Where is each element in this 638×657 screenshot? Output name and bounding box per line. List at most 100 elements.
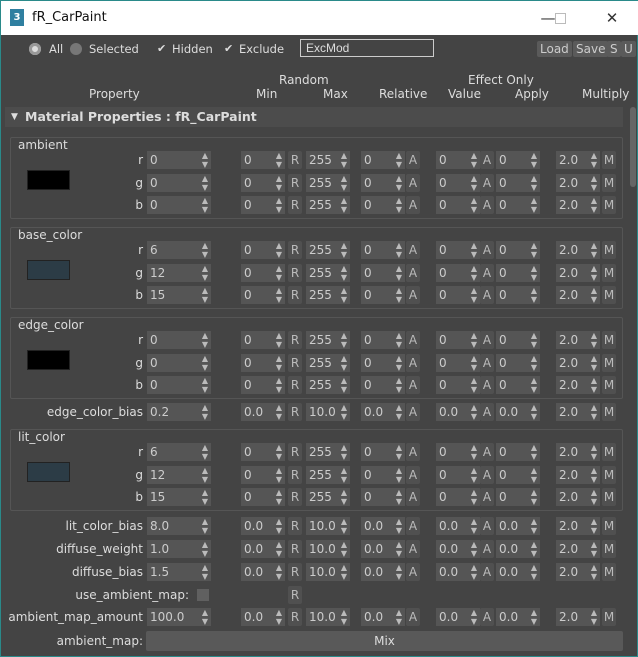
multiply-toggle[interactable]: M <box>602 443 616 461</box>
max-field[interactable]: 10.0 ▲ ▼ <box>306 563 350 581</box>
multiply-field[interactable]: 2.0 ▲ ▼ <box>556 286 600 304</box>
relative-field[interactable]: 0 ▲ ▼ <box>361 488 405 506</box>
spinner-arrows-icon[interactable]: ▲ ▼ <box>340 174 347 192</box>
spinner-arrows-icon[interactable]: ▲ ▼ <box>530 608 537 626</box>
spinner-arrows-icon[interactable]: ▲ ▼ <box>395 196 402 214</box>
effect-apply-toggle[interactable]: A <box>480 466 494 484</box>
min-field[interactable]: 0 ▲ ▼ <box>241 331 285 349</box>
apply-field[interactable]: 0.0 ▲ ▼ <box>496 540 540 558</box>
value-field[interactable]: 0 ▲ ▼ <box>147 151 211 169</box>
spinner-arrows-icon[interactable]: ▲ ▼ <box>530 376 537 394</box>
apply-field[interactable]: 0 ▲ ▼ <box>496 376 540 394</box>
random-toggle[interactable]: R <box>288 608 302 626</box>
multiply-toggle[interactable]: M <box>602 488 616 506</box>
relative-field[interactable]: 0 ▲ ▼ <box>361 196 405 214</box>
save-button[interactable]: Save <box>573 41 609 57</box>
min-field[interactable]: 0 ▲ ▼ <box>241 286 285 304</box>
spinner-arrows-icon[interactable]: ▲ ▼ <box>201 403 208 421</box>
apply-field[interactable]: 0.0 ▲ ▼ <box>496 608 540 626</box>
spinner-arrows-icon[interactable]: ▲ ▼ <box>590 488 597 506</box>
min-field[interactable]: 0 ▲ ▼ <box>241 174 285 192</box>
s-button[interactable]: S <box>607 41 621 57</box>
effect-apply-toggle[interactable]: A <box>480 517 494 535</box>
multiply-toggle[interactable]: M <box>602 563 616 581</box>
random-toggle[interactable]: R <box>288 196 302 214</box>
spinner-arrows-icon[interactable]: ▲ ▼ <box>470 466 477 484</box>
multiply-field[interactable]: 2.0 ▲ ▼ <box>556 466 600 484</box>
multiply-field[interactable]: 2.0 ▲ ▼ <box>556 443 600 461</box>
spinner-arrows-icon[interactable]: ▲ ▼ <box>470 488 477 506</box>
spinner-arrows-icon[interactable]: ▲ ▼ <box>275 517 282 535</box>
value-field[interactable]: 1.5 ▲ ▼ <box>147 563 211 581</box>
u-button[interactable]: U <box>621 41 636 57</box>
spinner-arrows-icon[interactable]: ▲ ▼ <box>201 241 208 259</box>
min-field[interactable]: 0 ▲ ▼ <box>241 264 285 282</box>
spinner-arrows-icon[interactable]: ▲ ▼ <box>340 151 347 169</box>
relative-apply-toggle[interactable]: A <box>406 286 420 304</box>
eff_value-field[interactable]: 0.0 ▲ ▼ <box>436 517 480 535</box>
random-toggle[interactable]: R <box>288 443 302 461</box>
spinner-arrows-icon[interactable]: ▲ ▼ <box>201 517 208 535</box>
multiply-field[interactable]: 2.0 ▲ ▼ <box>556 376 600 394</box>
effect-apply-toggle[interactable]: A <box>480 286 494 304</box>
multiply-toggle[interactable]: M <box>602 331 616 349</box>
multiply-toggle[interactable]: M <box>602 151 616 169</box>
max-field[interactable]: 10.0 ▲ ▼ <box>306 608 350 626</box>
relative-field[interactable]: 0 ▲ ▼ <box>361 376 405 394</box>
eff_value-field[interactable]: 0 ▲ ▼ <box>436 443 480 461</box>
spinner-arrows-icon[interactable]: ▲ ▼ <box>340 517 347 535</box>
max-field[interactable]: 255 ▲ ▼ <box>306 241 350 259</box>
spinner-arrows-icon[interactable]: ▲ ▼ <box>590 151 597 169</box>
relative-field[interactable]: 0 ▲ ▼ <box>361 466 405 484</box>
scrollbar[interactable] <box>630 107 636 187</box>
value-field[interactable]: 12 ▲ ▼ <box>147 466 211 484</box>
spinner-arrows-icon[interactable]: ▲ ▼ <box>470 264 477 282</box>
spinner-arrows-icon[interactable]: ▲ ▼ <box>395 151 402 169</box>
value-field[interactable]: 15 ▲ ▼ <box>147 488 211 506</box>
spinner-arrows-icon[interactable]: ▲ ▼ <box>275 286 282 304</box>
multiply-field[interactable]: 2.0 ▲ ▼ <box>556 241 600 259</box>
spinner-arrows-icon[interactable]: ▲ ▼ <box>340 376 347 394</box>
spinner-arrows-icon[interactable]: ▲ ▼ <box>470 286 477 304</box>
spinner-arrows-icon[interactable]: ▲ ▼ <box>530 174 537 192</box>
spinner-arrows-icon[interactable]: ▲ ▼ <box>275 608 282 626</box>
spinner-arrows-icon[interactable]: ▲ ▼ <box>590 466 597 484</box>
relative-apply-toggle[interactable]: A <box>406 376 420 394</box>
spinner-arrows-icon[interactable]: ▲ ▼ <box>275 563 282 581</box>
relative-field[interactable]: 0 ▲ ▼ <box>361 174 405 192</box>
spinner-arrows-icon[interactable]: ▲ ▼ <box>590 286 597 304</box>
max-field[interactable]: 255 ▲ ▼ <box>306 376 350 394</box>
spinner-arrows-icon[interactable]: ▲ ▼ <box>340 443 347 461</box>
spinner-arrows-icon[interactable]: ▲ ▼ <box>201 466 208 484</box>
eff_value-field[interactable]: 0 ▲ ▼ <box>436 151 480 169</box>
spinner-arrows-icon[interactable]: ▲ ▼ <box>590 540 597 558</box>
relative-field[interactable]: 0 ▲ ▼ <box>361 354 405 372</box>
apply-field[interactable]: 0.0 ▲ ▼ <box>496 517 540 535</box>
eff_value-field[interactable]: 0 ▲ ▼ <box>436 354 480 372</box>
effect-apply-toggle[interactable]: A <box>480 174 494 192</box>
apply-field[interactable]: 0 ▲ ▼ <box>496 488 540 506</box>
min-field[interactable]: 0 ▲ ▼ <box>241 354 285 372</box>
multiply-field[interactable]: 2.0 ▲ ▼ <box>556 196 600 214</box>
effect-apply-toggle[interactable]: A <box>480 443 494 461</box>
value-field[interactable]: 0.2 ▲ ▼ <box>147 403 211 421</box>
apply-field[interactable]: 0 ▲ ▼ <box>496 174 540 192</box>
effect-apply-toggle[interactable]: A <box>480 540 494 558</box>
spinner-arrows-icon[interactable]: ▲ ▼ <box>201 376 208 394</box>
eff_value-field[interactable]: 0.0 ▲ ▼ <box>436 563 480 581</box>
relative-field[interactable]: 0 ▲ ▼ <box>361 331 405 349</box>
multiply-toggle[interactable]: M <box>602 196 616 214</box>
max-field[interactable]: 255 ▲ ▼ <box>306 151 350 169</box>
effect-apply-toggle[interactable]: A <box>480 354 494 372</box>
apply-field[interactable]: 0 ▲ ▼ <box>496 264 540 282</box>
relative-apply-toggle[interactable]: A <box>406 517 420 535</box>
spinner-arrows-icon[interactable]: ▲ ▼ <box>590 443 597 461</box>
spinner-arrows-icon[interactable]: ▲ ▼ <box>340 196 347 214</box>
effect-apply-toggle[interactable]: A <box>480 151 494 169</box>
multiply-field[interactable]: 2.0 ▲ ▼ <box>556 354 600 372</box>
spinner-arrows-icon[interactable]: ▲ ▼ <box>340 488 347 506</box>
filter-input[interactable] <box>300 39 434 57</box>
effect-apply-toggle[interactable]: A <box>480 563 494 581</box>
effect-apply-toggle[interactable]: A <box>480 403 494 421</box>
relative-apply-toggle[interactable]: A <box>406 331 420 349</box>
